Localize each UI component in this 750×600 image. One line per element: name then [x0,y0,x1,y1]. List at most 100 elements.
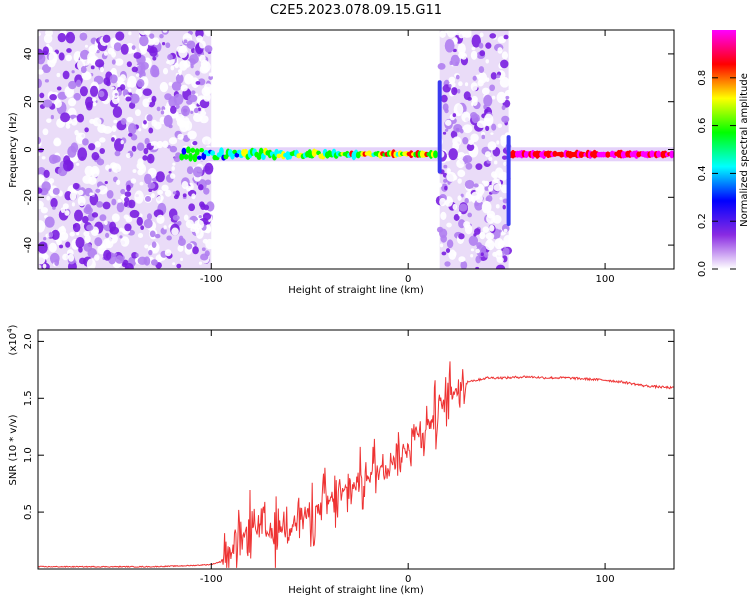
noise-speckle [114,253,118,256]
noise-speckle [134,190,144,204]
noise-speckle [136,142,145,152]
noise-speckle [170,105,177,114]
noise-speckle [457,169,466,178]
noise-speckle [97,185,108,195]
noise-speckle [486,238,493,244]
noise-speckle [201,108,205,112]
noise-speckle [89,192,93,197]
noise-speckle [462,136,469,145]
noise-speckle [497,47,503,54]
noise-speckle [455,74,460,80]
noise-speckle [186,40,196,49]
noise-speckle [444,128,449,132]
noise-speckle [192,246,199,255]
noise-speckle [468,235,479,246]
noise-speckle [59,231,69,241]
noise-speckle [444,39,455,53]
noise-speckle [76,231,80,236]
noise-speckle [495,204,500,209]
noise-speckle [483,180,490,187]
noise-speckle [109,74,118,84]
noise-speckle [94,141,101,148]
noise-speckle [460,193,464,198]
noise-speckle [92,97,97,102]
noise-speckle [180,257,184,261]
noise-speckle [446,239,454,249]
noise-speckle [204,30,213,37]
noise-speckle [136,79,145,88]
noise-speckle [88,143,96,151]
noise-speckle [489,33,497,39]
noise-speckle [75,79,82,88]
noise-speckle [76,162,80,166]
noise-speckle [161,184,169,192]
noise-speckle [503,228,508,233]
noise-speckle [86,224,94,231]
noise-speckle [200,110,207,116]
noise-speckle [441,251,447,256]
colorbar-tick-label: 0.8 [697,70,708,86]
noise-speckle [42,128,49,136]
noise-speckle [457,178,462,184]
noise-speckle [117,199,122,203]
noise-speckle [452,48,457,53]
noise-speckle [501,115,510,123]
noise-speckle [495,249,503,260]
noise-speckle [437,63,446,70]
noise-speckle [78,257,87,265]
x-tick-label: 0 [405,574,411,585]
noise-speckle [439,197,447,207]
spectrogram-x-axis-label: Height of straight line (km) [288,285,424,296]
noise-speckle [86,101,93,111]
snr-marks [38,361,674,568]
noise-speckle [83,71,92,81]
noise-speckle [487,141,497,151]
noise-speckle [89,193,99,206]
noise-speckle [162,140,169,148]
snr-y-multiplier: (x104) [6,324,19,355]
noise-speckle [163,114,173,127]
noise-speckle [102,201,111,210]
noise-speckle [76,113,85,123]
noise-speckle [159,34,164,39]
signal-blob [194,148,200,156]
noise-speckle [94,254,100,261]
noise-speckle [120,195,124,200]
noise-speckle [192,166,203,178]
noise-speckle [128,31,132,36]
noise-speckle [128,123,137,135]
noise-speckle [460,52,467,60]
noise-speckle [470,253,474,258]
noise-speckle [193,113,203,123]
noise-speckle [164,249,172,257]
x-tick-label: 0 [405,274,411,285]
noise-speckle [40,206,48,214]
noise-speckle [38,253,46,265]
noise-speckle [444,185,448,191]
noise-speckle [50,114,54,120]
noise-speckle [97,124,107,134]
noise-speckle [74,129,79,136]
noise-speckle [172,191,177,195]
noise-speckle [470,50,478,60]
noise-speckle [130,178,137,184]
noise-speckle [173,194,179,200]
noise-speckle [48,242,57,253]
noise-speckle [453,30,463,36]
noise-speckle [124,191,132,198]
noise-speckle [43,169,50,178]
noise-speckle [151,95,157,103]
noise-speckle [446,222,452,228]
noise-speckle [129,152,134,157]
spectrogram-y-axis-label: Frequency (Hz) [8,112,19,188]
noise-speckle [174,62,180,69]
noise-speckle [479,32,484,38]
noise-speckle [492,214,502,224]
noise-speckle [168,137,178,145]
noise-speckle [451,87,458,96]
noise-speckle [86,258,96,269]
noise-speckle [124,263,134,269]
noise-speckle [440,94,448,103]
noise-speckle [135,73,140,77]
noise-speckle [54,259,60,266]
